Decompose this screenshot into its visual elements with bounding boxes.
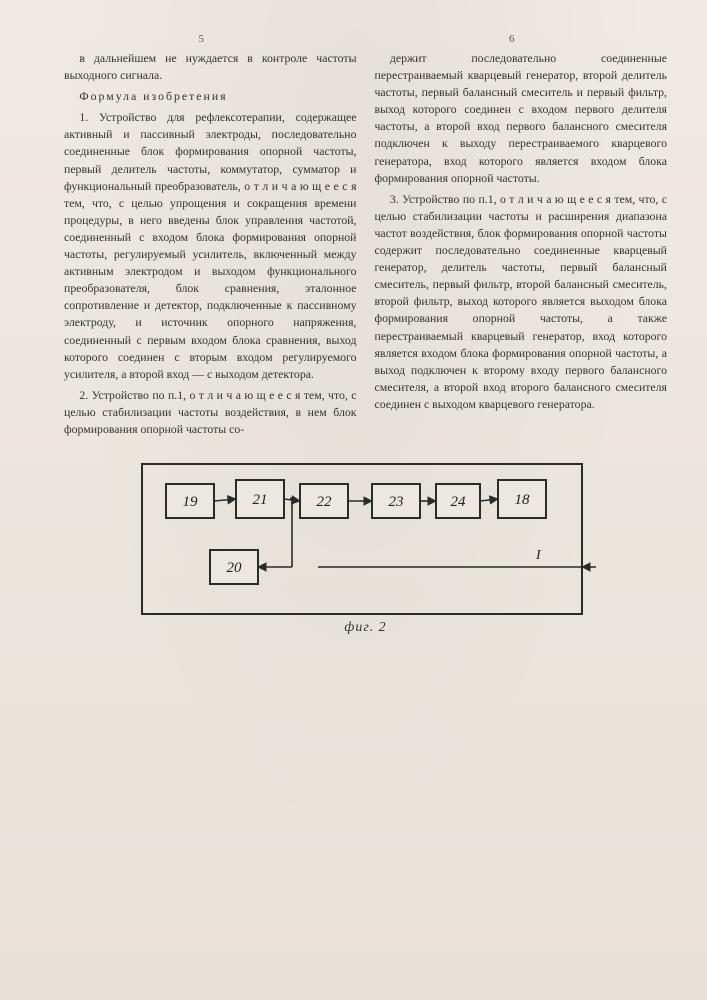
claim-1: 1. Устройство для рефлексотерапии, содер…: [64, 109, 357, 383]
figure-caption: фиг. 2: [136, 620, 596, 636]
credits-block: Составитель А.Дмитриева Редактор Н.Тупиц…: [64, 723, 667, 749]
formula-title-text: Формула изобретения: [79, 89, 227, 103]
figure-2: 19 21 22 23 24 18 20 I фиг. 2: [136, 458, 596, 636]
svg-text:23: 23: [388, 494, 403, 510]
svg-text:24: 24: [450, 494, 466, 510]
svg-text:21: 21: [252, 492, 267, 508]
page: 1438784 5 в дальнейшем не нуждается в ко…: [0, 0, 707, 1000]
order-row: Заказ 5991/8 Тираж 655 Подписное: [64, 758, 667, 770]
footer-line: Производственно-полиграфическое предприя…: [64, 827, 667, 838]
svg-text:22: 22: [316, 494, 332, 510]
formula-title: Формула изобретения: [64, 88, 357, 105]
right-column: 6 держит последовательно соединенные пер…: [375, 50, 668, 442]
page-num-right: 6: [509, 32, 515, 48]
page-num-left: 5: [199, 32, 205, 48]
compiler-line: Составитель А.Дмитриева: [64, 723, 667, 735]
block-diagram-svg: 19 21 22 23 24 18 20 I: [136, 458, 596, 618]
claim-2: 2. Устройство по п.1, о т л и ч а ю щ е …: [64, 387, 357, 438]
separator-bottom: [64, 816, 647, 817]
two-column-text: 5 в дальнейшем не нуждается в контроле ч…: [64, 50, 667, 442]
svg-text:I: I: [535, 548, 542, 563]
org-address: 113035, Москва, Ж-35, Раушская наб., д. …: [64, 800, 667, 812]
order-num: Заказ 5991/8: [64, 758, 122, 770]
techred: Техред Л.Олийнык: [299, 737, 388, 749]
claim-3: 3. Устройство по п.1, о т л и ч а ю щ е …: [375, 191, 668, 413]
left-intro: в дальнейшем не нуждается в контроле час…: [64, 50, 357, 84]
left-column: 5 в дальнейшем не нуждается в контроле ч…: [64, 50, 357, 442]
separator-top: [64, 716, 647, 717]
tirazh: Тираж 655: [324, 758, 374, 770]
claim-2-cont: держит последовательно соединенные перес…: [375, 50, 668, 187]
svg-text:18: 18: [514, 492, 530, 508]
sign: Подписное: [575, 758, 627, 770]
org-line-2: по делам изобретений и открытий: [64, 786, 667, 798]
svg-text:20: 20: [226, 560, 242, 576]
patent-number: 1438784: [64, 28, 667, 44]
org-line-1: ВНИИПИ Государственного комитета СССР: [64, 772, 667, 784]
editor-row: Редактор Н.Тупица Техред Л.Олийнык Корре…: [64, 737, 667, 749]
separator-mid: [64, 753, 647, 754]
svg-text:19: 19: [182, 494, 198, 510]
editor: Редактор Н.Тупица: [64, 737, 154, 749]
corrector: Корректор Л.Пилипенко: [533, 737, 647, 749]
